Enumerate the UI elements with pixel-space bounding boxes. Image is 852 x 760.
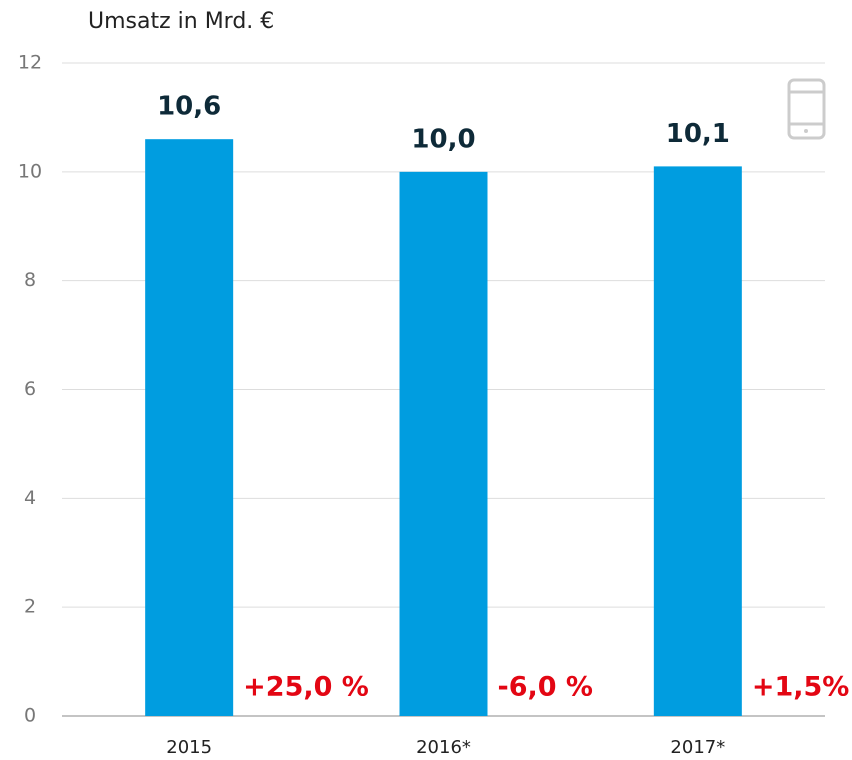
- chart-title: Umsatz in Mrd. €: [88, 9, 274, 34]
- value-label: 10,1: [666, 119, 730, 149]
- y-tick-label: 8: [24, 269, 36, 291]
- bar: [145, 139, 234, 716]
- phone-button: [804, 129, 808, 133]
- y-tick-label: 0: [24, 705, 36, 727]
- y-tick-label: 12: [18, 52, 42, 74]
- y-tick-label: 4: [24, 487, 36, 509]
- value-label: 10,0: [411, 124, 475, 154]
- change-annotation: +1,5%: [752, 672, 850, 703]
- value-label: 10,6: [157, 92, 221, 122]
- phone-icon: [787, 78, 826, 140]
- x-tick-label: 2015: [166, 737, 212, 758]
- bar: [399, 171, 488, 717]
- bar: [653, 166, 742, 716]
- x-tick-label: 2017*: [670, 737, 725, 758]
- change-annotation: -6,0 %: [498, 672, 594, 703]
- x-tick-label: 2016*: [416, 737, 471, 758]
- y-tick-label: 10: [18, 160, 42, 182]
- y-tick-label: 6: [24, 378, 36, 400]
- y-tick-label: 2: [24, 596, 36, 618]
- change-annotation: +25,0 %: [243, 672, 369, 703]
